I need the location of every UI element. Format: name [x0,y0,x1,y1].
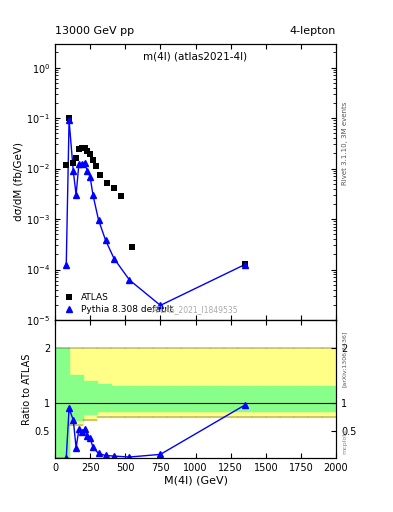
ATLAS [77,146,81,153]
Pythia 8.308 default [64,262,69,268]
ATLAS [91,157,95,163]
Pythia 8.308 default [112,255,116,262]
Y-axis label: Ratio to ATLAS: Ratio to ATLAS [22,353,32,425]
ATLAS [82,145,87,152]
Pythia 8.308 default [242,262,247,268]
Pythia 8.308 default [88,174,92,180]
Text: 4-lepton: 4-lepton [290,26,336,36]
Pythia 8.308 default [158,302,163,308]
Text: [arXiv:1306.3436]: [arXiv:1306.3436] [342,330,347,387]
ATLAS [105,180,109,186]
Text: ATLAS_2021_I1849535: ATLAS_2021_I1849535 [152,306,239,314]
ATLAS [112,184,116,190]
ATLAS [71,160,75,166]
Pythia 8.308 default [91,192,95,198]
ATLAS [67,115,72,121]
Line: ATLAS: ATLAS [64,115,248,267]
ATLAS [79,144,84,151]
Y-axis label: dσ/dM (fb/GeV): dσ/dM (fb/GeV) [13,142,23,221]
Pythia 8.308 default [67,117,72,123]
Pythia 8.308 default [79,161,84,167]
ATLAS [119,194,123,200]
ATLAS [94,163,98,169]
Text: 13000 GeV pp: 13000 GeV pp [55,26,134,36]
Text: m(4l) (atlas2021-4l): m(4l) (atlas2021-4l) [143,52,248,62]
Pythia 8.308 default [82,160,87,166]
Text: Rivet 3.1.10, 3M events: Rivet 3.1.10, 3M events [342,102,348,185]
ATLAS [242,261,247,267]
Legend: ATLAS, Pythia 8.308 default: ATLAS, Pythia 8.308 default [59,291,175,315]
Pythia 8.308 default [96,217,101,223]
Pythia 8.308 default [127,277,132,283]
Pythia 8.308 default [85,168,90,174]
ATLAS [88,152,92,158]
ATLAS [64,161,69,167]
Pythia 8.308 default [103,237,108,243]
X-axis label: M(4l) (GeV): M(4l) (GeV) [163,476,228,486]
ATLAS [130,244,135,250]
Line: Pythia 8.308 default: Pythia 8.308 default [64,118,248,308]
Text: mcplots.: mcplots. [342,427,347,454]
ATLAS [74,155,79,161]
Pythia 8.308 default [74,192,79,198]
Pythia 8.308 default [71,168,75,174]
ATLAS [85,148,90,154]
Pythia 8.308 default [77,161,81,167]
ATLAS [97,172,102,178]
